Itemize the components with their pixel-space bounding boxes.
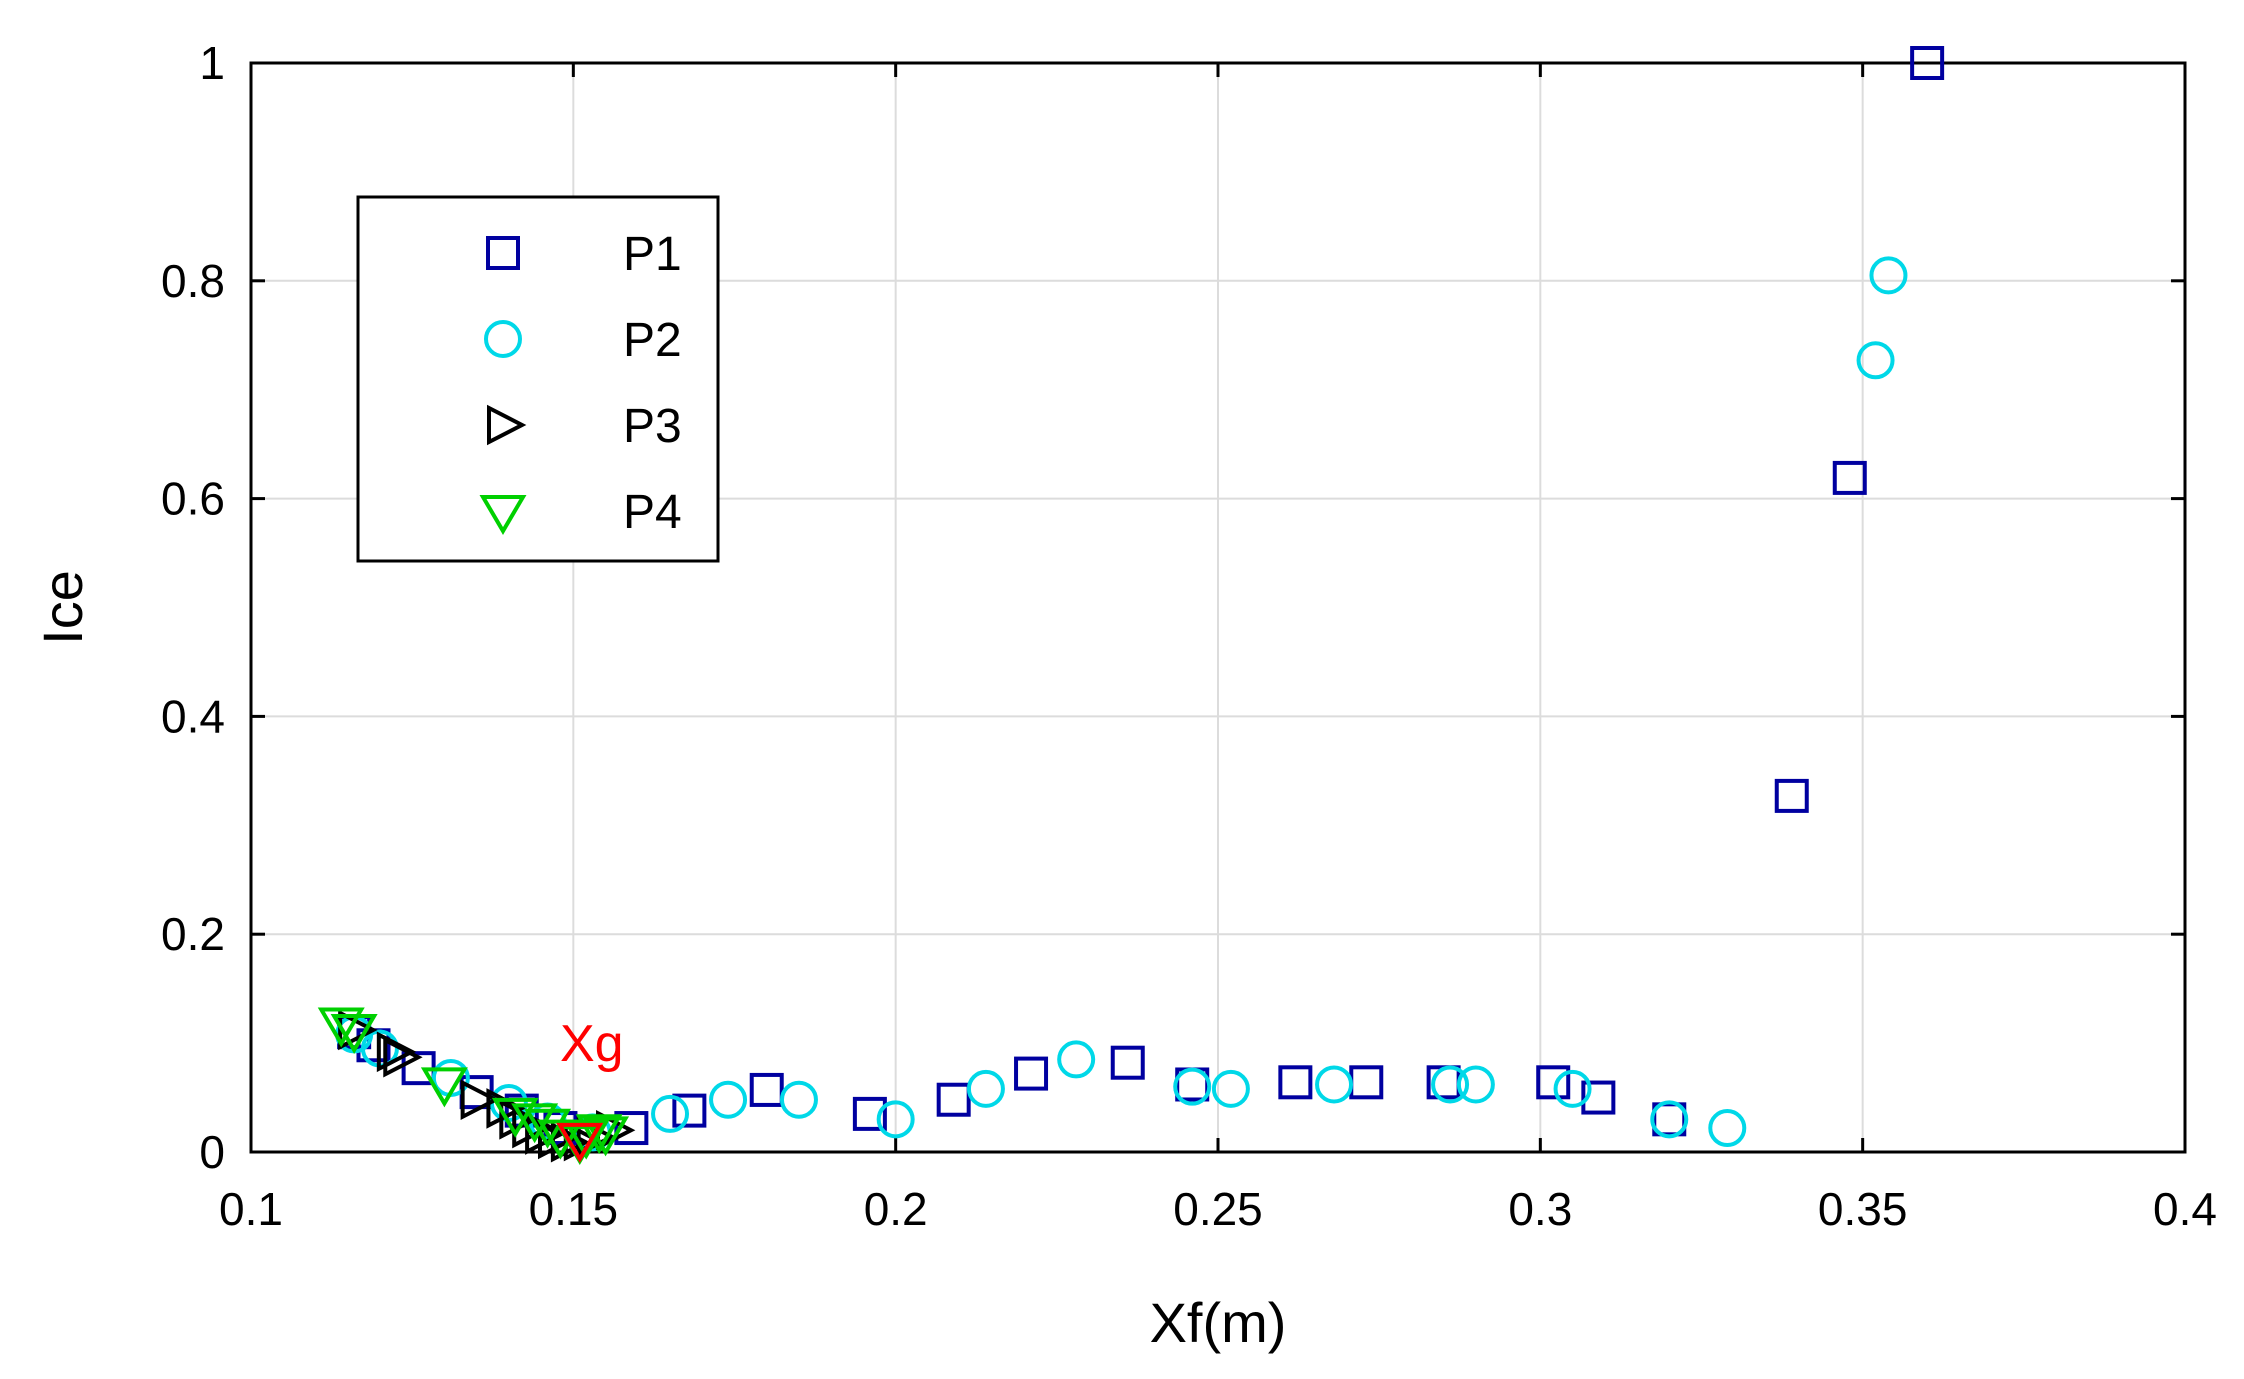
data-point-P2 [1456,1065,1495,1104]
x-tick-label: 0.25 [1173,1183,1263,1235]
data-point-P2 [651,1094,690,1133]
data-point-P2 [1708,1109,1747,1148]
data-point-P1 [1110,1045,1145,1080]
legend-marker-P3 [487,404,527,446]
x-axis-label: Xf(m) [1150,1291,1287,1354]
annotations: Xg [556,1015,624,1163]
legend-label-P3: P3 [623,400,682,453]
data-point-P1 [1774,778,1809,813]
legend-label-P1: P1 [623,228,682,281]
data-point-P4 [420,1067,468,1108]
data-point-P2 [1431,1065,1470,1104]
data-point-P1 [1278,1065,1313,1100]
legend-marker-P1 [486,236,520,270]
x-tick-label: 0.2 [864,1183,928,1235]
data-point-P2 [966,1069,1005,1108]
legend-box [356,195,720,563]
data-points [317,46,1945,1166]
data-point-P2 [1650,1100,1689,1139]
data-point-P3 [383,1036,423,1078]
y-tick-label: 0.4 [161,690,225,742]
data-point-P1 [672,1093,707,1128]
y-tick-label: 0 [199,1126,225,1178]
data-point-P1 [1014,1056,1049,1091]
legend-marker-P4 [479,495,527,535]
data-point-P4 [317,1007,365,1048]
data-point-P4 [536,1119,584,1160]
data-point-P2 [1173,1067,1212,1106]
axis-ticks: 0.1 0.15 0.2 0.25 0.3 0.35 0.4 0 0.2 0.4 0.6 0.8 1 [161,37,2217,1235]
y-tick-label: 0.8 [161,255,225,307]
annotation-marker [556,1122,604,1163]
legend-marker-P2 [484,320,522,358]
x-tick-label: 0.15 [529,1183,619,1235]
data-point-P3 [460,1079,501,1121]
x-tick-label: 0.35 [1818,1183,1908,1235]
legend: P1 P2 P3 P4 [356,195,720,563]
x-tick-label: 0.1 [219,1183,283,1235]
legend-label-P2: P2 [623,314,682,367]
data-point-P1 [936,1082,971,1117]
data-point-P2 [1315,1065,1354,1104]
data-point-P4 [524,1108,572,1149]
y-axis-label: Ice [31,570,94,645]
data-point-P2 [709,1080,748,1119]
y-tick-label: 0.6 [161,473,225,525]
x-tick-label: 0.3 [1508,1183,1572,1235]
data-point-P1 [852,1096,887,1131]
legend-label-P4: P4 [623,486,682,539]
data-point-P2 [1856,341,1895,380]
data-point-P1 [1832,460,1867,495]
data-point-P2 [876,1100,915,1139]
data-point-P1 [749,1072,784,1107]
data-point-P1 [1536,1065,1571,1100]
data-point-P2 [1057,1040,1096,1079]
annotation-label: Xg [560,1015,624,1073]
data-point-P1 [1581,1080,1616,1115]
data-point-P4 [330,1014,378,1054]
data-point-P1 [1910,46,1945,80]
data-point-P1 [614,1111,649,1146]
data-point-P4 [491,1097,539,1138]
data-point-P2 [779,1080,818,1119]
y-tick-label: 0.2 [161,908,225,960]
series-P2 [335,256,1908,1152]
data-point-P4 [575,1114,623,1155]
data-point-P2 [1211,1069,1250,1108]
x-tick-label: 0.4 [2153,1183,2217,1235]
data-point-P2 [1553,1069,1592,1108]
y-tick-label: 1 [199,37,225,89]
data-point-P2 [1869,256,1908,295]
